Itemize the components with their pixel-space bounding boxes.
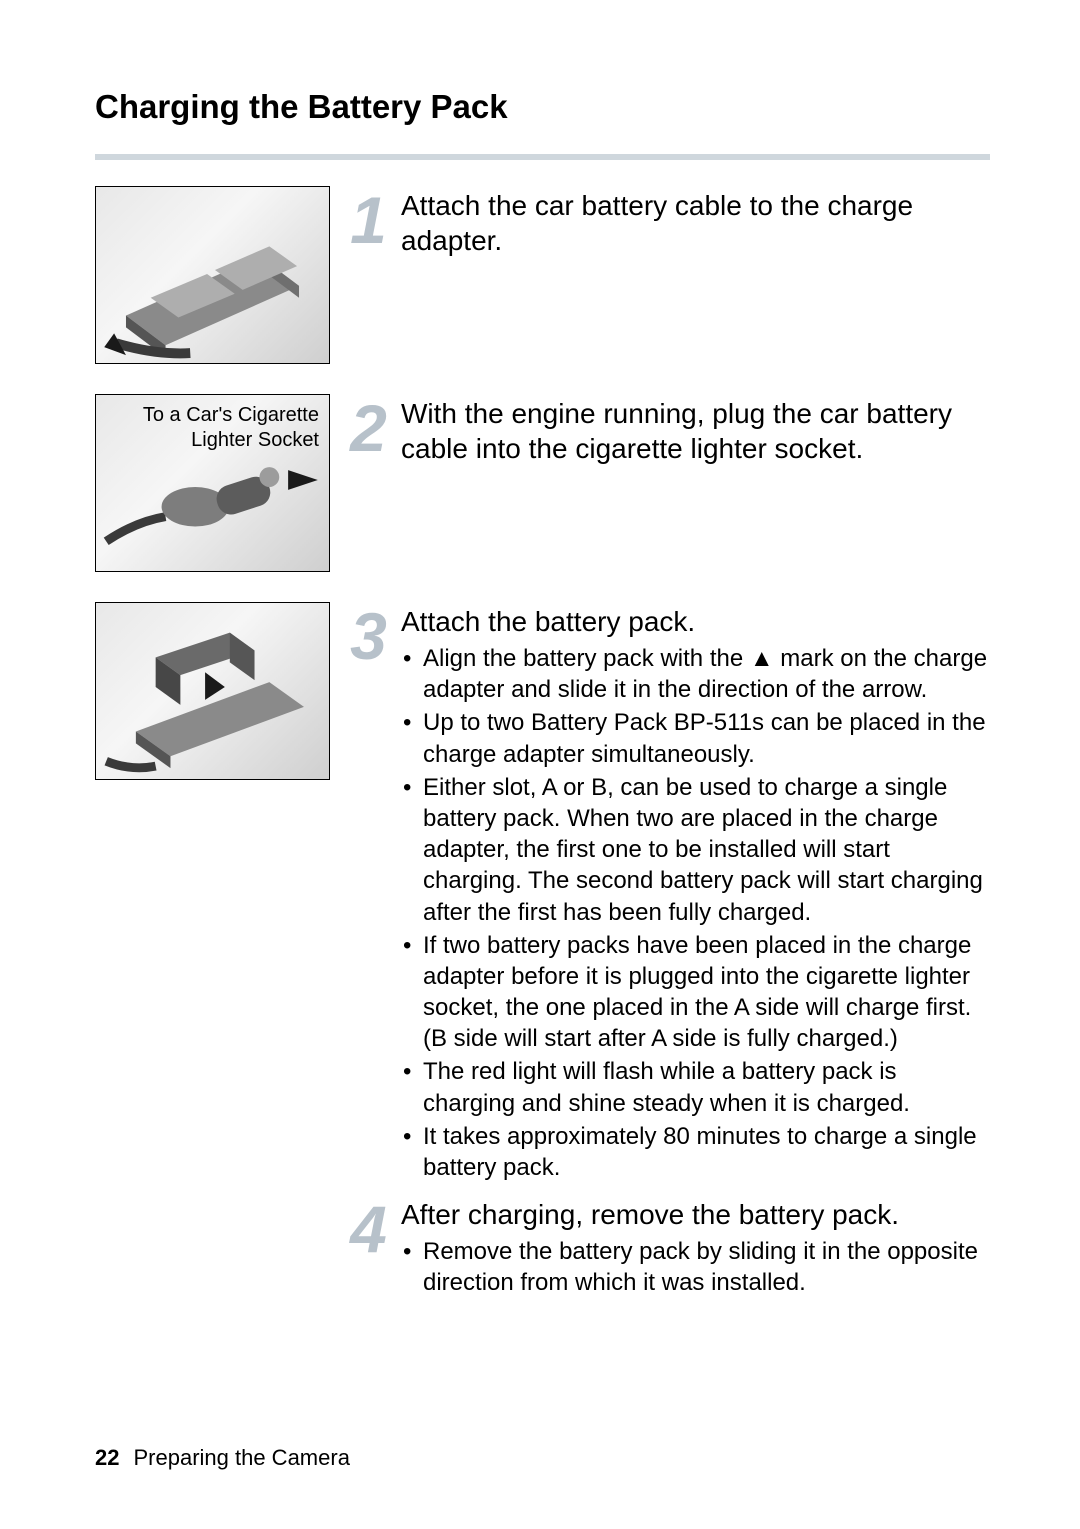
step-3: 3 Attach the battery pack. Align the bat… [95,602,990,1185]
bullet: Remove the battery pack by sliding it in… [401,1236,990,1298]
step-title: With the engine running, plug the car ba… [401,396,990,466]
heading-rule [95,154,990,160]
section-title: Preparing the Camera [133,1445,349,1470]
step-title: Attach the battery pack. [401,604,990,639]
page-content: Charging the Battery Pack 1 Attach the c… [95,88,990,1311]
step-2-image: To a Car's CigaretteLighter Socket [95,394,330,572]
step-number: 1 [340,192,395,248]
step-1-image [95,186,330,364]
step-title: Attach the car battery cable to the char… [401,188,990,258]
bullet: Either slot, A or B, can be used to char… [401,772,990,928]
step-1: 1 Attach the car battery cable to the ch… [95,186,990,384]
bullet: Up to two Battery Pack BP-511s can be pl… [401,707,990,769]
step-number: 2 [340,400,395,456]
step-number: 4 [340,1201,395,1257]
bullet: If two battery packs have been placed in… [401,930,990,1055]
step-2: To a Car's CigaretteLighter Socket 2 Wit… [95,394,990,592]
page-footer: 22 Preparing the Camera [95,1445,350,1471]
page-number: 22 [95,1445,119,1470]
bullet: Align the battery pack with the ▲ mark o… [401,643,990,705]
charger-illustration [96,187,329,363]
page-heading: Charging the Battery Pack [95,88,990,126]
step-bullets: Align the battery pack with the ▲ mark o… [401,643,990,1183]
image-caption: To a Car's CigaretteLighter Socket [143,403,319,453]
bullet: It takes approximately 80 minutes to cha… [401,1121,990,1183]
battery-insert-illustration [96,603,329,779]
step-bullets: Remove the battery pack by sliding it in… [401,1236,990,1298]
step-4: 4 After charging, remove the battery pac… [95,1195,990,1300]
bullet: The red light will flash while a battery… [401,1056,990,1118]
step-number: 3 [340,608,395,664]
step-3-image [95,602,330,780]
step-title: After charging, remove the battery pack. [401,1197,990,1232]
